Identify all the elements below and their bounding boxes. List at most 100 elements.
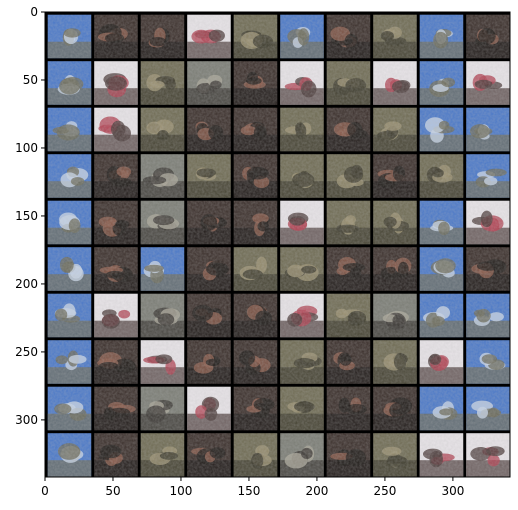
image-tile	[373, 61, 417, 105]
image-tile	[187, 200, 231, 245]
x-tick-label: 0	[41, 484, 49, 498]
image-tile	[466, 61, 510, 105]
image-tile	[94, 200, 138, 245]
image-tile	[466, 293, 510, 338]
image-tile	[280, 14, 324, 59]
image-tile	[187, 154, 231, 198]
x-tick-label: 150	[237, 484, 260, 498]
image-tile	[373, 247, 417, 291]
image-tile	[466, 14, 510, 59]
y-tick-label: 200	[15, 277, 38, 291]
image-tile	[94, 293, 138, 338]
image-tile	[419, 433, 464, 477]
image-tile	[280, 293, 324, 338]
x-tick-label: 300	[441, 484, 464, 498]
image-tile	[47, 61, 92, 105]
image-tile	[326, 200, 371, 245]
image-tile	[419, 154, 464, 198]
image-tile	[373, 107, 417, 152]
image-tile	[280, 386, 324, 431]
image-tile	[280, 154, 324, 198]
image-tile	[187, 340, 231, 384]
image-tile	[326, 433, 371, 477]
image-tile	[187, 61, 231, 105]
image-tile	[140, 107, 185, 152]
image-tile	[47, 200, 92, 245]
image-tile	[187, 107, 231, 152]
image-tile	[466, 386, 510, 431]
image-tile	[140, 293, 185, 338]
image-tile	[373, 433, 417, 477]
image-tile	[140, 200, 185, 245]
image-tile	[419, 247, 464, 291]
image-tile	[140, 340, 185, 384]
image-tile	[466, 247, 510, 291]
image-tile	[326, 247, 371, 291]
image-tile	[233, 14, 278, 59]
image-tile	[419, 14, 464, 59]
image-tile	[373, 14, 417, 59]
image-tile	[233, 293, 278, 338]
image-tile	[280, 107, 324, 152]
y-axis: 0 50 100 150 200 250 300	[15, 5, 45, 427]
image-tile	[47, 340, 92, 384]
image-tile	[47, 433, 92, 477]
image-tile	[140, 154, 185, 198]
image-tile	[47, 14, 92, 59]
image-tile	[140, 14, 185, 59]
image-tile	[94, 386, 138, 431]
image-tile	[140, 386, 185, 431]
image-tile	[233, 340, 278, 384]
image-tile	[94, 340, 138, 384]
image-tile	[280, 340, 324, 384]
y-tick-label: 50	[23, 73, 38, 87]
image-tile	[326, 61, 371, 105]
image-tile	[47, 386, 92, 431]
image-tile	[187, 293, 231, 338]
image-tile	[326, 340, 371, 384]
image-tile	[419, 386, 464, 431]
x-axis: 0 50 100 150 200 250 300	[41, 477, 464, 498]
image-tile	[187, 14, 231, 59]
image-tile	[233, 61, 278, 105]
image-tile	[466, 107, 510, 152]
image-tile	[373, 200, 417, 245]
image-tile	[233, 386, 278, 431]
image-tile	[140, 247, 185, 291]
image-tile	[233, 107, 278, 152]
image-tile	[419, 107, 464, 152]
y-tick-label: 300	[15, 413, 38, 427]
image-tile	[140, 61, 185, 105]
y-tick-label: 0	[30, 5, 38, 19]
axes-frame	[44, 11, 511, 478]
image-tile	[419, 200, 464, 245]
image-tile	[94, 154, 138, 198]
image-tile	[94, 247, 138, 291]
image-tile	[373, 293, 417, 338]
image-tile	[373, 386, 417, 431]
image-tile	[94, 433, 138, 477]
image-tile	[326, 154, 371, 198]
image-tile	[326, 386, 371, 431]
image-tile	[466, 340, 510, 384]
image-tile	[94, 14, 138, 59]
x-tick-label: 200	[305, 484, 328, 498]
image-tile	[280, 247, 324, 291]
image-tile	[187, 433, 231, 477]
x-tick-label: 50	[105, 484, 120, 498]
image-tile	[373, 154, 417, 198]
image-tile	[187, 247, 231, 291]
image-tile	[47, 154, 92, 198]
x-tick-label: 100	[170, 484, 193, 498]
image-tile	[280, 61, 324, 105]
x-tick-label: 250	[373, 484, 396, 498]
image-tile	[419, 293, 464, 338]
image-tile	[373, 340, 417, 384]
image-tile	[94, 61, 138, 105]
image-tile	[419, 340, 464, 384]
image-tile	[233, 200, 278, 245]
image-tile	[233, 154, 278, 198]
image-tile	[326, 293, 371, 338]
image-tile	[466, 154, 510, 198]
